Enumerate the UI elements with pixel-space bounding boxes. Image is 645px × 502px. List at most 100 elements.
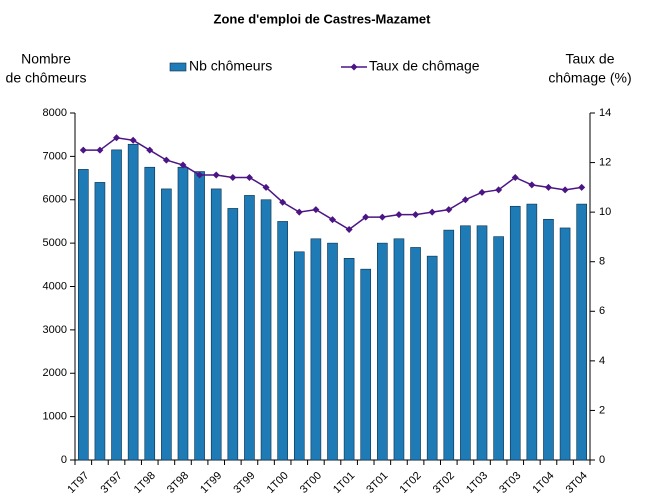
bar	[310, 238, 322, 461]
bar	[244, 195, 255, 461]
x-tick-label: 1T03	[464, 470, 490, 496]
y-tick-label: 7000	[43, 150, 67, 162]
marker	[262, 183, 270, 191]
marker	[345, 225, 353, 233]
y-tick-label: 2000	[43, 367, 67, 379]
line	[83, 136, 582, 231]
y2-tick-label: 8	[599, 256, 605, 268]
bar	[260, 199, 272, 461]
y-tick-label: 0	[61, 454, 67, 466]
bar	[327, 242, 338, 461]
marker	[295, 208, 303, 216]
legend-marker	[350, 63, 358, 71]
y-tick-label: 4000	[43, 280, 67, 292]
bar	[559, 227, 571, 461]
bar	[476, 225, 488, 461]
marker	[212, 171, 220, 179]
bar	[194, 171, 205, 461]
marker	[461, 196, 469, 204]
x-tick-label: 3T97	[98, 470, 124, 496]
x-tick-label: 1T02	[398, 470, 424, 496]
x-tick-label: 1T04	[530, 470, 556, 496]
marker	[329, 216, 336, 224]
marker	[578, 183, 586, 191]
bar	[177, 166, 189, 461]
bar	[426, 255, 438, 461]
x-tick-label: 1T00	[265, 470, 291, 496]
bar	[94, 182, 106, 461]
y-tick-label: 6000	[43, 194, 67, 206]
y2-tick-label: 4	[599, 355, 605, 367]
marker	[412, 211, 420, 219]
bar	[576, 203, 587, 461]
bar	[410, 247, 421, 461]
y2-axis-label: chômage (%)	[548, 70, 631, 86]
x-tick-label: 1T97	[65, 470, 91, 496]
bar	[343, 258, 355, 461]
y-axis-label: de chômeurs	[6, 70, 87, 86]
y2-tick-label: 12	[599, 156, 611, 168]
bar	[360, 268, 372, 461]
bar	[78, 169, 89, 461]
bar	[509, 205, 521, 461]
marker	[146, 146, 154, 154]
bar	[277, 221, 288, 461]
marker	[428, 208, 436, 216]
bar	[127, 143, 139, 461]
bar	[293, 251, 305, 461]
bar	[161, 188, 172, 461]
marker	[179, 161, 187, 169]
legend-label: Taux de chômage	[369, 58, 480, 74]
marker	[378, 213, 386, 221]
y2-axis-label: Taux de	[565, 51, 614, 67]
x-tick-label: 1T01	[331, 470, 357, 496]
y-tick-label: 1000	[43, 411, 67, 423]
legend-swatch	[169, 62, 187, 72]
marker	[445, 206, 453, 214]
marker	[79, 146, 87, 154]
marker	[129, 136, 137, 144]
bar	[227, 208, 239, 461]
x-tick-label: 1T98	[132, 470, 158, 496]
x-tick-label: 3T02	[431, 470, 457, 496]
bar	[377, 242, 388, 461]
bar	[526, 203, 538, 461]
marker	[544, 183, 552, 191]
bar	[443, 229, 455, 461]
bar	[210, 188, 222, 461]
x-tick-label: 3T98	[165, 470, 191, 496]
y2-tick-label: 14	[599, 107, 611, 119]
bar	[460, 225, 471, 461]
chart-title: Zone d'emploi de Castres-Mazamet	[214, 11, 432, 26]
y-tick-label: 5000	[43, 237, 67, 249]
marker	[495, 186, 503, 194]
marker	[245, 173, 253, 181]
x-tick-label: 3T01	[364, 470, 390, 496]
x-tick-label: 3T03	[497, 470, 523, 496]
y2-tick-label: 2	[599, 404, 605, 416]
bar	[543, 218, 554, 461]
y2-tick-label: 6	[599, 305, 605, 317]
marker	[395, 211, 403, 219]
marker	[162, 156, 170, 164]
marker	[561, 186, 569, 194]
marker	[511, 173, 519, 181]
marker	[478, 188, 486, 196]
marker	[229, 173, 237, 181]
x-tick-label: 1T99	[198, 470, 224, 496]
marker	[279, 198, 287, 206]
bar	[493, 236, 504, 461]
y-axis-label: Nombre	[21, 51, 71, 67]
marker	[312, 206, 320, 214]
legend-label: Nb chômeurs	[189, 58, 272, 74]
y-tick-label: 8000	[43, 107, 67, 119]
marker	[196, 171, 204, 179]
x-tick-label: 3T04	[564, 470, 590, 496]
marker	[528, 181, 536, 189]
x-tick-label: 3T99	[231, 470, 257, 496]
marker	[113, 134, 121, 142]
y2-tick-label: 10	[599, 206, 611, 218]
x-tick-label: 3T00	[298, 470, 324, 496]
bar	[144, 166, 156, 461]
